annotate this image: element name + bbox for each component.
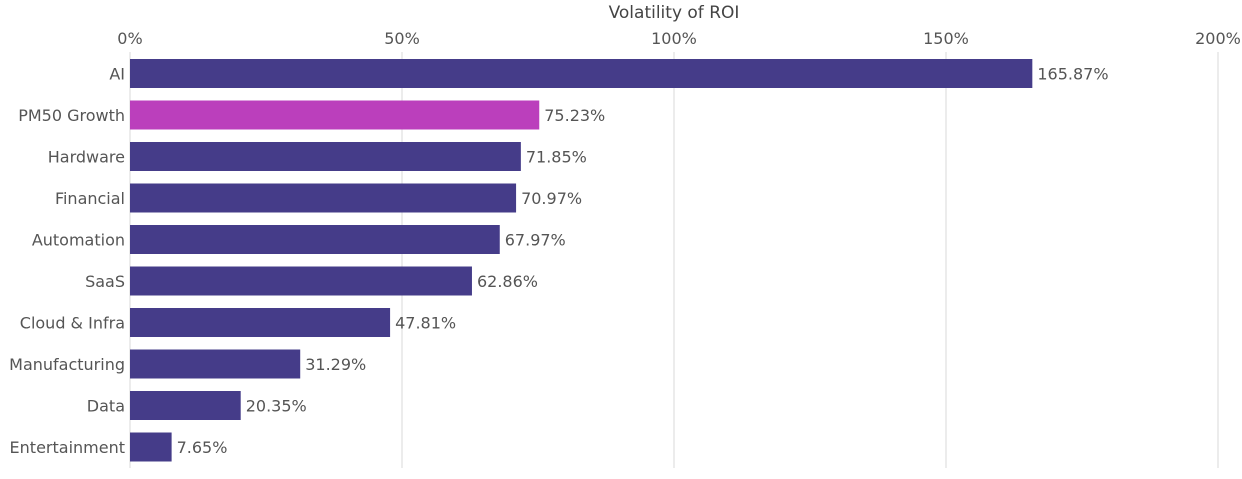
value-label-automation: 67.97% (505, 231, 566, 250)
category-labels: AI PM50 Growth Hardware Financial Automation… (9, 65, 125, 458)
bar-entertainment (130, 432, 172, 462)
category-label-ai: AI (109, 65, 125, 84)
bar-manufacturing (130, 349, 301, 379)
bar-hardware (130, 142, 521, 171)
bar-financial (130, 183, 517, 213)
value-label-manufacturing: 31.29% (305, 355, 366, 374)
category-label-cloud-infra: Cloud & Infra (20, 314, 125, 333)
bar-automation (130, 225, 500, 254)
x-tick-label: 0% (117, 29, 142, 48)
category-label-financial: Financial (55, 189, 125, 208)
value-label-cloud-infra: 47.81% (395, 314, 456, 333)
category-label-data: Data (87, 397, 125, 416)
value-label-pm50-growth: 75.23% (544, 106, 605, 125)
value-label-data: 20.35% (246, 397, 307, 416)
value-label-saas: 62.86% (477, 272, 538, 291)
bar-saas (130, 266, 472, 296)
category-label-automation: Automation (32, 231, 125, 250)
value-label-entertainment: 7.65% (177, 438, 228, 457)
x-tick-label: 100% (651, 29, 697, 48)
value-label-ai: 165.87% (1037, 65, 1108, 84)
x-tick-label: 150% (923, 29, 969, 48)
category-label-manufacturing: Manufacturing (9, 355, 125, 374)
x-tick-label: 200% (1195, 29, 1241, 48)
bars (130, 59, 1033, 462)
bar-pm50-growth (130, 100, 540, 130)
bar-ai (130, 59, 1033, 88)
x-tick-label: 50% (384, 29, 420, 48)
bar-cloud-infra (130, 308, 391, 337)
x-axis-title: Volatility of ROI (609, 3, 740, 23)
category-label-pm50-growth: PM50 Growth (18, 106, 125, 125)
value-labels: 165.87% 75.23% 71.85% 70.97% 67.97% 62.86% 47.… (177, 65, 1109, 458)
category-label-hardware: Hardware (48, 148, 125, 167)
category-label-saas: SaaS (85, 272, 125, 291)
value-label-hardware: 71.85% (526, 148, 587, 167)
value-label-financial: 70.97% (521, 189, 582, 208)
bar-data (130, 391, 241, 420)
category-label-entertainment: Entertainment (10, 438, 125, 457)
x-axis-ticks: 0% 50% 100% 150% 200% (117, 29, 1241, 48)
